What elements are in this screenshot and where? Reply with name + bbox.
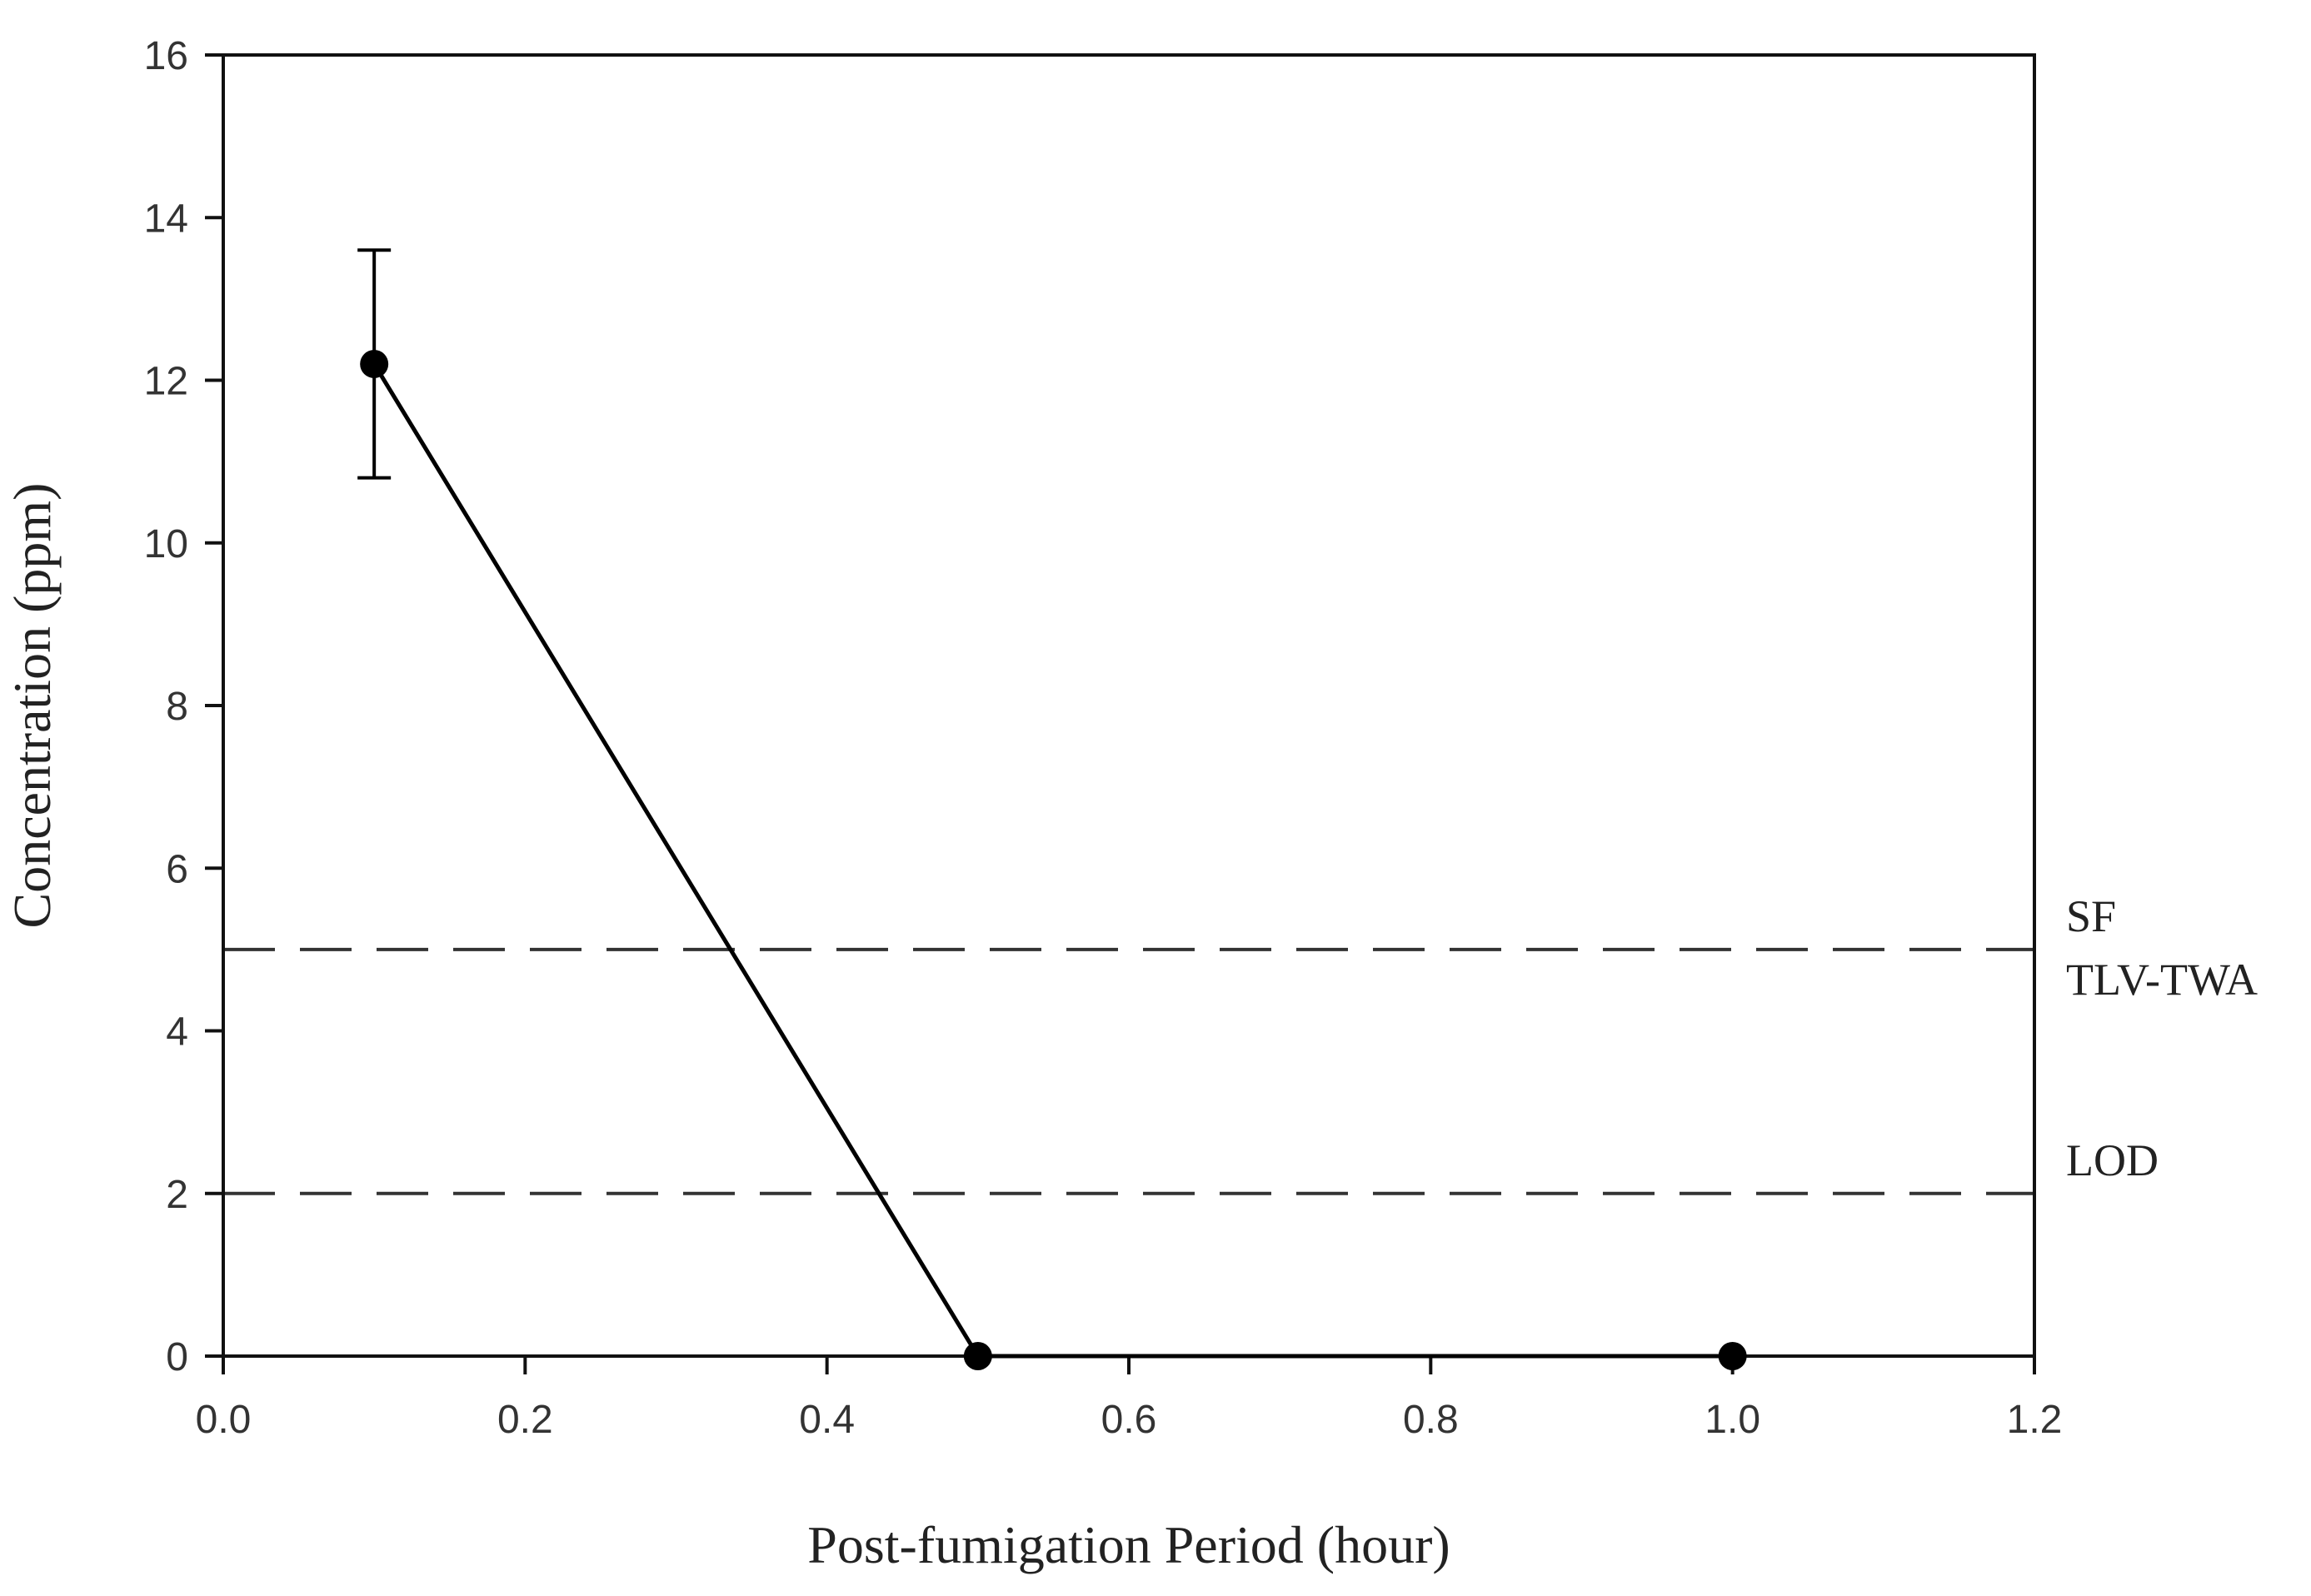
data-point	[360, 349, 389, 378]
y-axis-title: Concentration (ppm)	[2, 483, 62, 929]
y-tick-label: 8	[166, 685, 188, 729]
reference-line-label: LOD	[2066, 1135, 2159, 1185]
series-layer	[357, 248, 1747, 1370]
reference-line-label: TLV-TWA	[2066, 955, 2258, 1005]
plot-frame	[222, 53, 2036, 1358]
y-tick-label: 4	[166, 1010, 188, 1055]
y-tick-label: 12	[144, 360, 188, 404]
y-tick-label: 10	[144, 522, 188, 566]
x-axis-title: Post-fumigation Period (hour)	[807, 1515, 1450, 1574]
data-point	[963, 1342, 992, 1370]
x-tick-label: 0.4	[799, 1398, 855, 1442]
y-axis-ticks: 0 2 4 6 8 10 12 14 16	[144, 34, 223, 1379]
y-tick-label: 0	[166, 1335, 188, 1379]
x-tick-label: 0.6	[1101, 1398, 1157, 1442]
y-tick-label: 14	[144, 197, 188, 241]
reference-lines	[223, 947, 2034, 1195]
x-tick-label: 1.2	[2007, 1398, 2063, 1442]
x-tick-label: 0.2	[497, 1398, 553, 1442]
x-tick-label: 0.8	[1403, 1398, 1459, 1442]
x-tick-label: 1.0	[1705, 1398, 1760, 1442]
reference-line-label: SF	[2066, 891, 2116, 941]
series-line	[372, 362, 1733, 1359]
y-tick-label: 6	[166, 847, 188, 891]
y-tick-label: 2	[166, 1173, 188, 1217]
x-axis-ticks: 0.0 0.2 0.4 0.6 0.8 1.0 1.2	[196, 1356, 2063, 1442]
y-tick-label: 16	[144, 34, 188, 78]
data-point	[1718, 1342, 1747, 1370]
x-tick-label: 0.0	[196, 1398, 252, 1442]
reference-labels: SF TLV-TWA LOD	[2066, 891, 2258, 1185]
